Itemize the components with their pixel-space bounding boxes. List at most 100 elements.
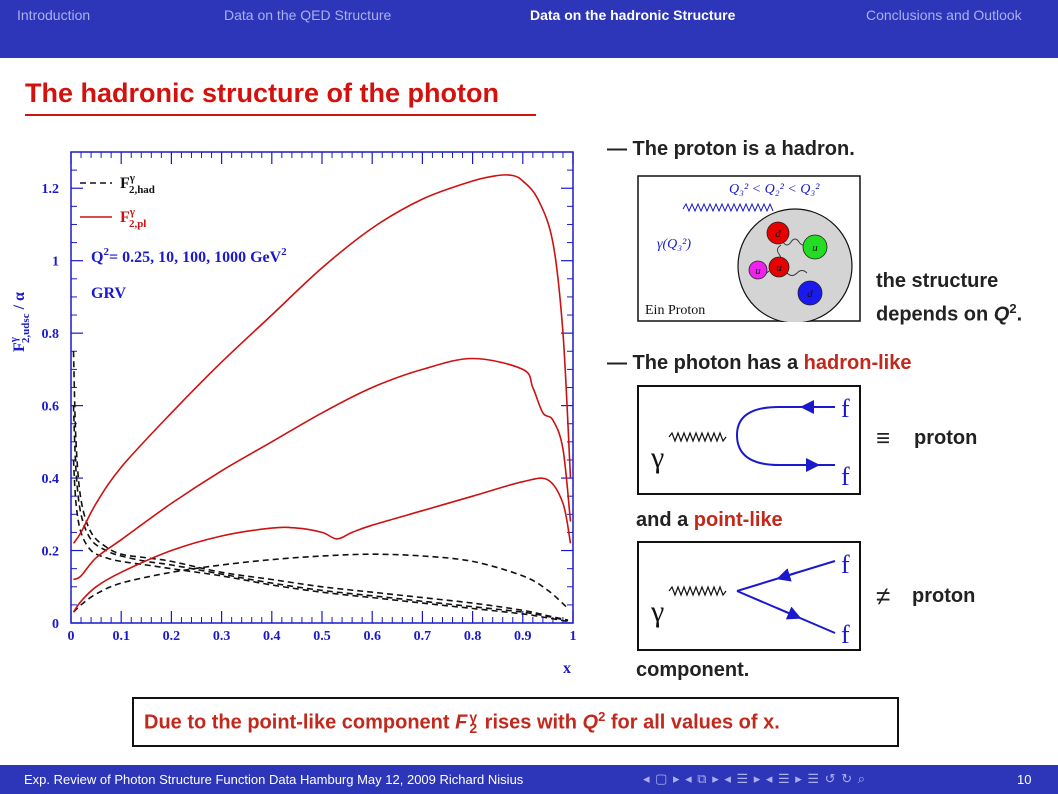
proton-caption: Ein Proton: [645, 303, 705, 318]
gamma-symbol-2: γ: [650, 595, 664, 628]
x-tick-label: 0.6: [363, 629, 381, 644]
depends-text: depends on Q2.: [876, 301, 1022, 327]
conclusion-f-sub: 2: [469, 720, 478, 737]
top-navigation-bar: Introduction Data on the QED Structure D…: [0, 0, 1058, 58]
proton-label-1: proton: [914, 427, 978, 449]
depends-q: Q: [993, 303, 1010, 326]
quark-loop: [735, 406, 835, 466]
x-tick-label: 0.1: [112, 629, 130, 644]
q2-ordering-formula: Q₃² < Q₂² < Q₃²: [729, 182, 820, 197]
pl-curve-6: [72, 477, 572, 613]
conclusion-middle: rises with: [479, 711, 583, 734]
photon-line-2: [668, 585, 727, 597]
x-tick-label: 1: [570, 629, 577, 644]
had-curve-1: [72, 405, 569, 622]
y-tick-label: 1.2: [42, 182, 60, 197]
x-tick-label: 0.3: [213, 629, 231, 644]
nav-hadronic-structure[interactable]: Data on the hadronic Structure: [530, 7, 736, 23]
proton-circle: [737, 208, 853, 322]
bullet-hadron-like: — The photon has a hadron-like: [607, 352, 911, 375]
gamma-symbol: γ: [650, 441, 664, 474]
depends-prefix: depends on: [876, 303, 994, 326]
q2-annotation: Q2= 0.25, 10, 100, 1000 GeV2: [91, 246, 287, 266]
photon-wavy-line: [682, 202, 774, 213]
quark-4: [797, 280, 823, 306]
beamer-navigation-icons[interactable]: ◂ ▢ ▸ ◂ ⧉ ▸ ◂ ☰ ▸ ◂ ☰ ▸ ☰ ↺ ↻ ⌕: [643, 771, 866, 786]
nav-conclusions[interactable]: Conclusions and Outlook: [866, 7, 1022, 23]
quark-label-2: u: [755, 265, 761, 277]
f2-structure-chart: 0 0.1 0.2 0.3 0.4 0.5 0.6 0.7 0.8 0.9 1 0 0.2 0.4 0.6 0…: [8, 151, 577, 677]
component-text: component.: [636, 659, 750, 681]
quark-label-0: d: [775, 228, 781, 240]
had-curve-3: [72, 553, 569, 613]
and-prefix: and a: [636, 509, 694, 531]
conclusion-f: F: [455, 711, 468, 734]
quark-label-4: d: [807, 288, 813, 300]
pl-curve-4: [72, 174, 572, 544]
conclusion-f-sup: γ: [469, 709, 478, 726]
fermion-top-label: f: [841, 394, 850, 423]
quark-2: [748, 260, 768, 280]
quark-3: [768, 256, 790, 278]
proton-figure: Q₃² < Q₂² < Q₃² γ(Q₃²) d u u u d Ein Proton: [637, 175, 861, 322]
x-tick-label: 0.2: [163, 629, 181, 644]
hadron-like-diagram: γ f f: [637, 385, 861, 495]
had-curve-0: [72, 351, 569, 621]
slide-title: The hadronic structure of the photon: [25, 78, 499, 108]
hadron-like-highlight: hadron-like: [803, 352, 912, 374]
y-tick-label: 0.6: [42, 400, 60, 415]
fermion-bottom-label: f: [841, 462, 850, 491]
arrow-bottom-2: [776, 606, 802, 620]
photon-line: [668, 431, 727, 443]
x-tick-label: 0.9: [514, 629, 532, 644]
and-point-like-text: and a point-like: [636, 509, 783, 532]
quark-1: [802, 234, 828, 260]
y-tick-label: 0.8: [42, 327, 60, 342]
bullet-proton-hadron: — The proton is a hadron.: [607, 138, 855, 160]
conclusion-q: Q: [582, 711, 599, 734]
y-tick-label: 0: [52, 617, 59, 632]
y-tick-label: 0.4: [42, 472, 60, 487]
y-tick-label: 0.2: [42, 545, 60, 560]
page-number: 10: [1017, 772, 1032, 787]
pl-curve-5: [73, 357, 572, 581]
x-tick-label: 0.7: [414, 629, 432, 644]
equiv-symbol: ≡: [876, 425, 891, 452]
structure-text: the structure: [876, 270, 999, 292]
fermion-bottom-label-2: f: [841, 620, 850, 649]
hadron-like-prefix: — The photon has a: [607, 352, 804, 374]
x-axis-label: x: [563, 660, 571, 677]
footer-bar: Exp. Review of Photon Structure Function…: [0, 765, 1058, 794]
depends-suffix: .: [1016, 303, 1023, 326]
legend-had-label: Fγ 2,had: [120, 172, 155, 196]
conclusion-prefix: Due to the point-like component: [144, 711, 456, 734]
x-tick-label: 0.4: [263, 629, 281, 644]
chart-legend: Fγ 2,had Fγ 2,pl: [80, 172, 155, 230]
fermion-top-label-2: f: [841, 550, 850, 579]
quark-label-3: u: [776, 262, 782, 274]
quark-0: [766, 221, 790, 245]
point-like-highlight: point-like: [693, 509, 783, 531]
y-axis-label: Fγ2,udsc / α: [8, 292, 32, 352]
proton-label-2: proton: [912, 585, 976, 607]
photon-q-label: γ(Q₃²): [657, 237, 691, 252]
grv-annotation: GRV: [91, 285, 126, 302]
x-tick-label: 0: [68, 629, 75, 644]
title-underline: [25, 114, 536, 116]
arrow-top-2: [776, 568, 798, 582]
nav-introduction[interactable]: Introduction: [17, 7, 91, 23]
y-tick-label: 1: [52, 255, 59, 270]
point-like-diagram: γ f f: [637, 541, 861, 651]
depends-q-sup: 2: [1009, 301, 1017, 316]
legend-pl-label: Fγ 2,pl: [120, 206, 146, 230]
x-tick-label: 0.8: [464, 629, 482, 644]
quark-label-1: u: [812, 242, 818, 254]
footer-text: Exp. Review of Photon Structure Function…: [24, 772, 524, 787]
x-tick-label: 0.5: [313, 629, 331, 644]
notequal-symbol: ≠: [876, 581, 891, 611]
had-curve-2: [72, 459, 569, 623]
conclusion-suffix: for all values of x.: [605, 711, 780, 734]
nav-qed-structure[interactable]: Data on the QED Structure: [224, 7, 392, 23]
